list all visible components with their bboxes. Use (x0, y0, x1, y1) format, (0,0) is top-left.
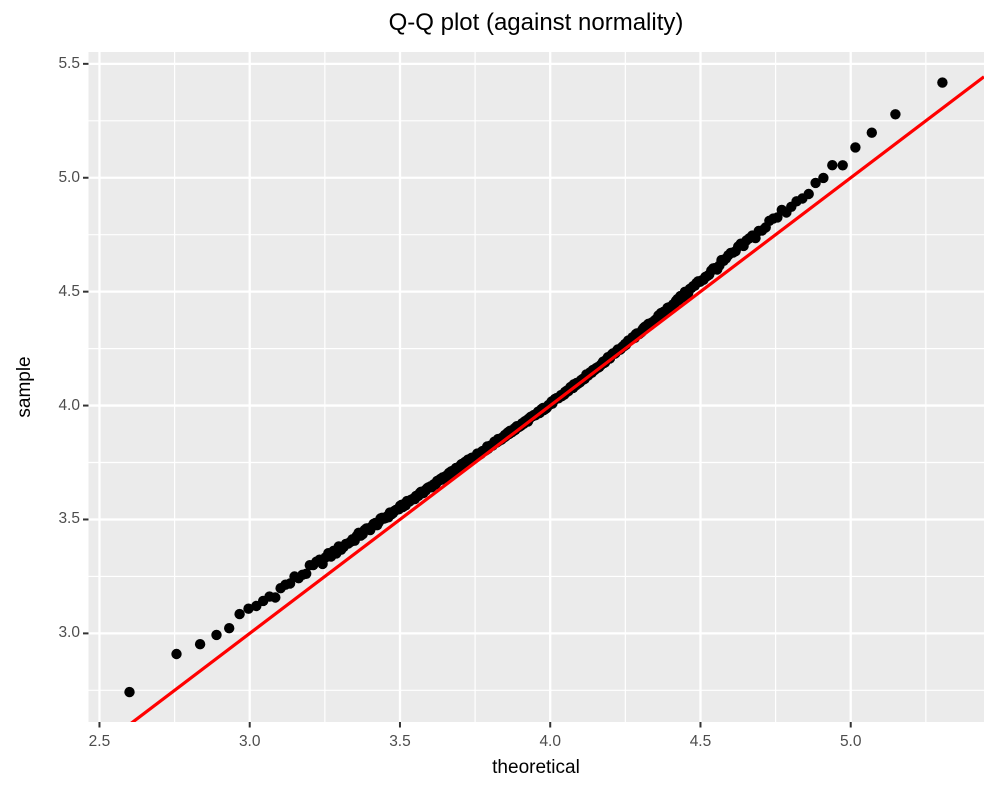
minor-gridlines (88, 52, 984, 722)
data-point (837, 160, 848, 171)
data-point (827, 160, 838, 171)
major-gridlines (88, 52, 984, 722)
data-point (818, 172, 829, 184)
data-point (850, 142, 861, 153)
x-tick-label: 3.5 (389, 733, 411, 750)
data-point (224, 623, 235, 634)
data-point (890, 109, 901, 120)
data-point (234, 608, 245, 620)
y-tick-label: 4.5 (58, 282, 80, 300)
data-point (810, 177, 821, 189)
reference-line-layer (130, 75, 984, 722)
x-tick-label: 3.0 (238, 733, 261, 750)
data-point (937, 77, 948, 88)
axis-ticks (83, 62, 852, 728)
data-point (243, 603, 254, 614)
x-tick-label: 2.5 (88, 733, 111, 750)
x-tick-label: 4.5 (689, 733, 712, 750)
y-tick-label: 3.5 (58, 510, 80, 528)
data-point (866, 127, 877, 138)
data-point (301, 568, 312, 579)
data-point (194, 639, 206, 650)
data-point (171, 648, 182, 660)
y-tick-label: 5.5 (58, 54, 80, 72)
data-point (803, 188, 814, 200)
plot-title: Q-Q plot (against normality) (388, 9, 684, 36)
data-point (211, 629, 222, 641)
x-tick-label: 5.0 (839, 733, 862, 750)
x-axis-title: theoretical (492, 757, 580, 778)
data-point (772, 212, 783, 223)
data-point (124, 686, 135, 698)
y-tick-label: 5.0 (58, 168, 80, 186)
reference-line (130, 75, 984, 722)
y-tick-label: 4.0 (58, 396, 80, 414)
y-tick-label: 3.0 (58, 624, 80, 642)
x-tick-label: 4.0 (539, 733, 561, 750)
data-point (270, 592, 281, 603)
y-axis-title: sample (14, 356, 35, 418)
